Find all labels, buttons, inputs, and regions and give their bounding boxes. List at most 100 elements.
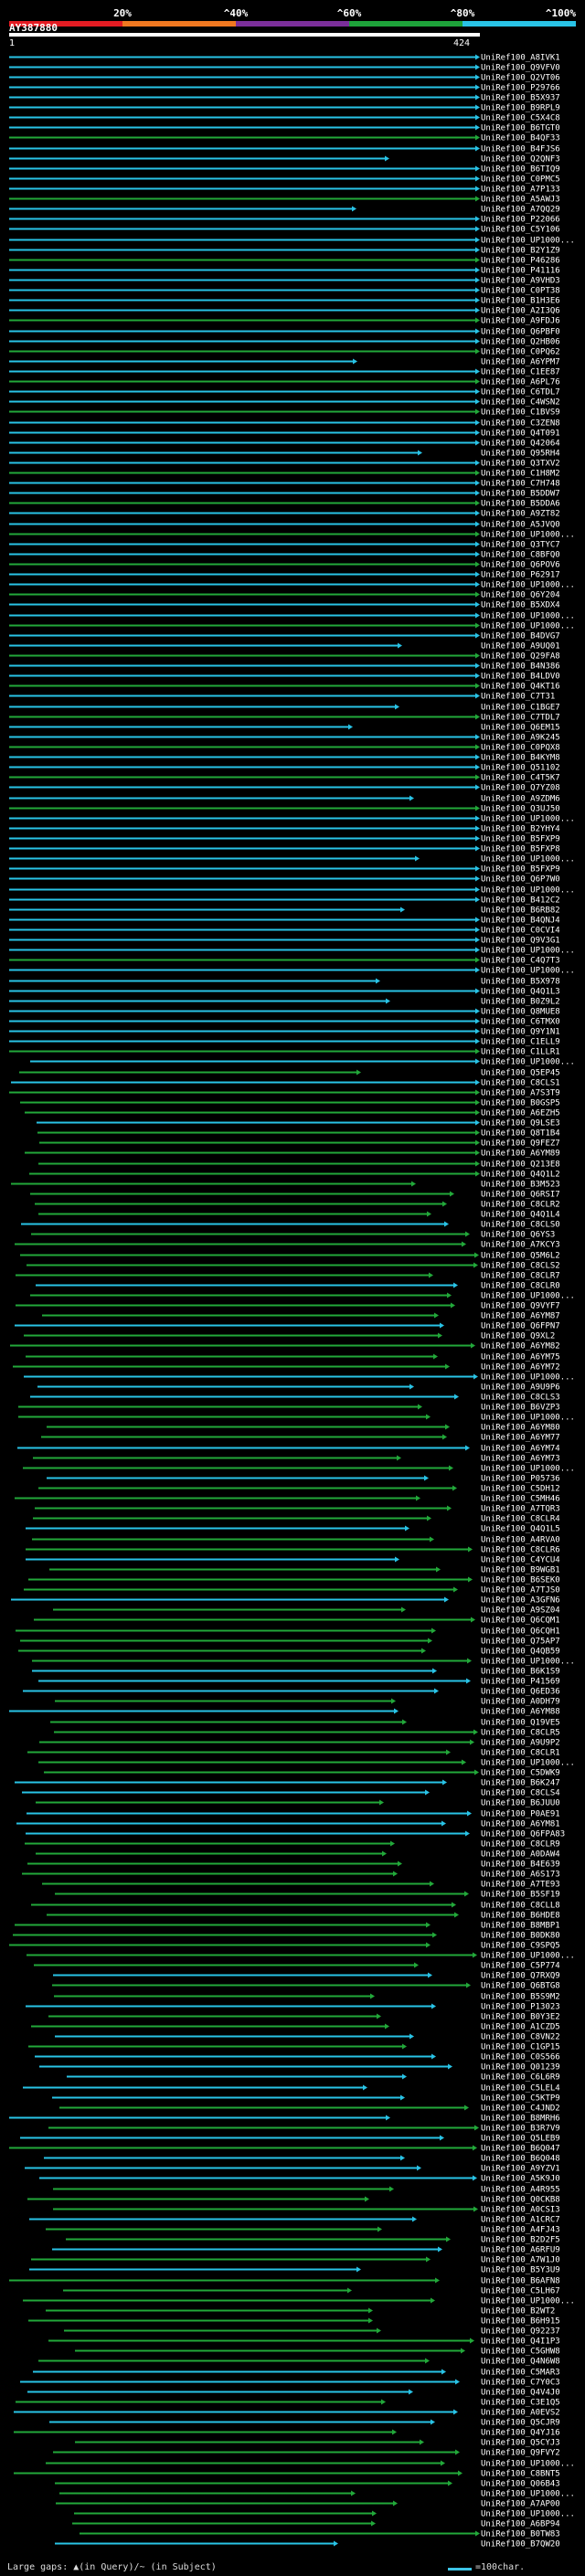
alignment-row[interactable]: UniRef100_C5P774 <box>34 1962 560 1971</box>
alignment-row[interactable]: UniRef100_A7TJS0 <box>24 1586 560 1595</box>
hit-accession-link[interactable]: UniRef100_A5JVQ0 <box>481 521 560 530</box>
hit-accession-link[interactable]: UniRef100_UP1000... <box>481 622 575 631</box>
hit-accession-link[interactable]: UniRef100_A0EVS2 <box>481 2409 560 2418</box>
alignment-row[interactable]: UniRef100_Q29FA8 <box>9 652 560 662</box>
alignment-row[interactable]: UniRef100_A9K245 <box>9 734 560 743</box>
hit-accession-link[interactable]: UniRef100_Q6Y204 <box>481 591 560 600</box>
hit-accession-link[interactable]: UniRef100_B4LDV0 <box>481 673 560 682</box>
alignment-row[interactable]: UniRef100_UP1000... <box>18 1414 575 1423</box>
alignment-row[interactable]: UniRef100_Q5CJR9 <box>49 2419 560 2428</box>
hit-accession-link[interactable]: UniRef100_A9ZT82 <box>481 510 560 519</box>
hit-accession-link[interactable]: UniRef100_A9ZDM6 <box>481 795 560 804</box>
alignment-row[interactable]: UniRef100_UP1000... <box>9 815 575 824</box>
alignment-row[interactable]: UniRef100_A3GFN6 <box>11 1596 560 1606</box>
alignment-row[interactable]: UniRef100_B5FXP8 <box>9 845 560 854</box>
alignment-row[interactable]: UniRef100_C0PMC5 <box>9 175 560 185</box>
alignment-row[interactable]: UniRef100_B3M523 <box>11 1181 560 1190</box>
hit-accession-link[interactable]: UniRef100_Q4Q1L2 <box>481 1171 560 1180</box>
hit-accession-link[interactable]: UniRef100_B2Y1Z9 <box>481 247 560 256</box>
alignment-row[interactable]: UniRef100_B5FXP9 <box>9 835 560 844</box>
hit-accession-link[interactable]: UniRef100_Q5LEB9 <box>481 2135 560 2144</box>
hit-accession-link[interactable]: UniRef100_B1H3E6 <box>481 297 560 306</box>
alignment-row[interactable]: UniRef100_A6YM80 <box>47 1424 560 1433</box>
hit-accession-link[interactable]: UniRef100_C8CLR1 <box>481 1749 560 1758</box>
alignment-row[interactable]: UniRef100_Q4KT16 <box>9 683 560 692</box>
alignment-row[interactable]: UniRef100_C8CLR1 <box>27 1749 560 1758</box>
alignment-row[interactable]: UniRef100_B5Y3U9 <box>29 2266 560 2275</box>
alignment-row[interactable]: UniRef100_Q6BTG8 <box>52 1982 560 1991</box>
hit-accession-link[interactable]: UniRef100_B2YHY4 <box>481 825 560 834</box>
alignment-row[interactable]: UniRef100_B0GSP5 <box>20 1099 560 1108</box>
alignment-row[interactable]: UniRef100_C8CLS4 <box>22 1789 560 1798</box>
alignment-row[interactable]: UniRef100_Q9V3G1 <box>9 937 560 946</box>
hit-accession-link[interactable]: UniRef100_Q0CKB8 <box>481 2196 560 2205</box>
alignment-row[interactable]: UniRef100_Q9VFV0 <box>9 64 560 73</box>
hit-accession-link[interactable]: UniRef100_Q213E8 <box>481 1161 560 1170</box>
alignment-row[interactable]: UniRef100_B4QNJ4 <box>9 917 560 926</box>
alignment-row[interactable]: UniRef100_UP1000... <box>9 622 575 631</box>
hit-accession-link[interactable]: UniRef100_A4FJ43 <box>481 2226 560 2235</box>
hit-accession-link[interactable]: UniRef100_C7T31 <box>481 693 555 702</box>
alignment-row[interactable]: UniRef100_B5SF19 <box>55 1891 560 1900</box>
hit-accession-link[interactable]: UniRef100_B0TW83 <box>481 2530 560 2539</box>
hit-accession-link[interactable]: UniRef100_B6RB82 <box>481 906 560 916</box>
alignment-row[interactable]: UniRef100_Q4YJ16 <box>14 2429 560 2438</box>
alignment-row[interactable]: UniRef100_B5DDW7 <box>9 490 560 499</box>
hit-accession-link[interactable]: UniRef100_A6EZH5 <box>481 1109 560 1118</box>
hit-accession-link[interactable]: UniRef100_C8CLR5 <box>481 1729 560 1738</box>
hit-accession-link[interactable]: UniRef100_Q2HB06 <box>481 338 560 347</box>
hit-accession-link[interactable]: UniRef100_Q4YJ16 <box>481 2429 560 2438</box>
alignment-row[interactable]: UniRef100_A7AP00 <box>56 2500 560 2509</box>
hit-accession-link[interactable]: UniRef100_A6S173 <box>481 1871 560 1880</box>
hit-accession-link[interactable]: UniRef100_C8CLL8 <box>481 1902 560 1911</box>
alignment-row[interactable]: UniRef100_P05736 <box>47 1475 560 1484</box>
alignment-row[interactable]: UniRef100_UP1000... <box>74 2510 575 2519</box>
alignment-row[interactable]: UniRef100_B2D2F5 <box>66 2236 560 2245</box>
hit-accession-link[interactable]: UniRef100_B6VZP3 <box>481 1404 560 1413</box>
alignment-row[interactable]: UniRef100_UP1000... <box>9 886 575 896</box>
hit-accession-link[interactable]: UniRef100_A8IVK1 <box>481 54 560 63</box>
alignment-row[interactable]: UniRef100_C5X4C8 <box>9 114 560 123</box>
alignment-row[interactable]: UniRef100_B6VZP3 <box>18 1404 560 1413</box>
hit-accession-link[interactable]: UniRef100_C5GHW8 <box>481 2348 560 2357</box>
hit-accession-link[interactable]: UniRef100_Q9FVY2 <box>481 2449 560 2458</box>
hit-accession-link[interactable]: UniRef100_P46286 <box>481 257 560 266</box>
hit-accession-link[interactable]: UniRef100_A0DH79 <box>481 1698 560 1707</box>
alignment-row[interactable]: UniRef100_B5DDA6 <box>9 500 560 509</box>
alignment-row[interactable]: UniRef100_Q213E8 <box>38 1161 560 1170</box>
hit-accession-link[interactable]: UniRef100_B4N386 <box>481 663 560 672</box>
alignment-row[interactable]: UniRef100_A1CRC7 <box>29 2216 560 2225</box>
alignment-row[interactable]: UniRef100_B1H3E6 <box>9 297 560 306</box>
alignment-row[interactable]: UniRef100_A6YM75 <box>26 1353 560 1362</box>
alignment-row[interactable]: UniRef100_A0DAW4 <box>36 1850 560 1860</box>
alignment-row[interactable]: UniRef100_A4R955 <box>53 2186 560 2195</box>
hit-accession-link[interactable]: UniRef100_B5DDA6 <box>481 500 560 509</box>
hit-accession-link[interactable]: UniRef100_A9U9P2 <box>481 1739 560 1748</box>
hit-accession-link[interactable]: UniRef100_C1ELL9 <box>481 1038 560 1047</box>
alignment-row[interactable]: UniRef100_C8CLR4 <box>33 1515 560 1524</box>
hit-accession-link[interactable]: UniRef100_A9K245 <box>481 734 560 743</box>
alignment-row[interactable]: UniRef100_C8CLR6 <box>26 1546 560 1555</box>
alignment-row[interactable]: UniRef100_UP1000... <box>23 2297 575 2306</box>
hit-accession-link[interactable]: UniRef100_Q4Q1L4 <box>481 1211 560 1220</box>
hit-accession-link[interactable]: UniRef100_C7TDL7 <box>481 714 560 723</box>
hit-accession-link[interactable]: UniRef100_A7TE93 <box>481 1881 560 1890</box>
hit-accession-link[interactable]: UniRef100_A6RFU9 <box>481 2246 560 2255</box>
hit-accession-link[interactable]: UniRef100_C0PMC5 <box>481 175 560 185</box>
alignment-row[interactable]: UniRef100_C7H748 <box>9 480 560 489</box>
hit-accession-link[interactable]: UniRef100_UP1000... <box>481 2490 575 2499</box>
hit-accession-link[interactable]: UniRef100_B5FXP9 <box>481 865 560 875</box>
alignment-row[interactable]: UniRef100_A9YZV1 <box>25 2165 560 2174</box>
hit-accession-link[interactable]: UniRef100_A7P133 <box>481 186 560 195</box>
hit-accession-link[interactable]: UniRef100_Q6FPN7 <box>481 1322 560 1331</box>
alignment-row[interactable]: UniRef100_B2YHY4 <box>9 825 560 834</box>
hit-accession-link[interactable]: UniRef100_UP1000... <box>481 886 575 896</box>
alignment-row[interactable]: UniRef100_Q06B43 <box>55 2480 560 2489</box>
alignment-row[interactable]: UniRef100_A4FJ43 <box>46 2226 560 2235</box>
hit-accession-link[interactable]: UniRef100_B4FJS6 <box>481 145 560 154</box>
hit-accession-link[interactable]: UniRef100_Q6FPA83 <box>481 1830 565 1839</box>
alignment-row[interactable]: UniRef100_A2I3Q6 <box>9 307 560 316</box>
hit-accession-link[interactable]: UniRef100_B6Q048 <box>481 2155 560 2164</box>
alignment-row[interactable]: UniRef100_Q5M6L2 <box>20 1252 560 1261</box>
alignment-row[interactable]: UniRef100_Q92237 <box>64 2327 560 2337</box>
